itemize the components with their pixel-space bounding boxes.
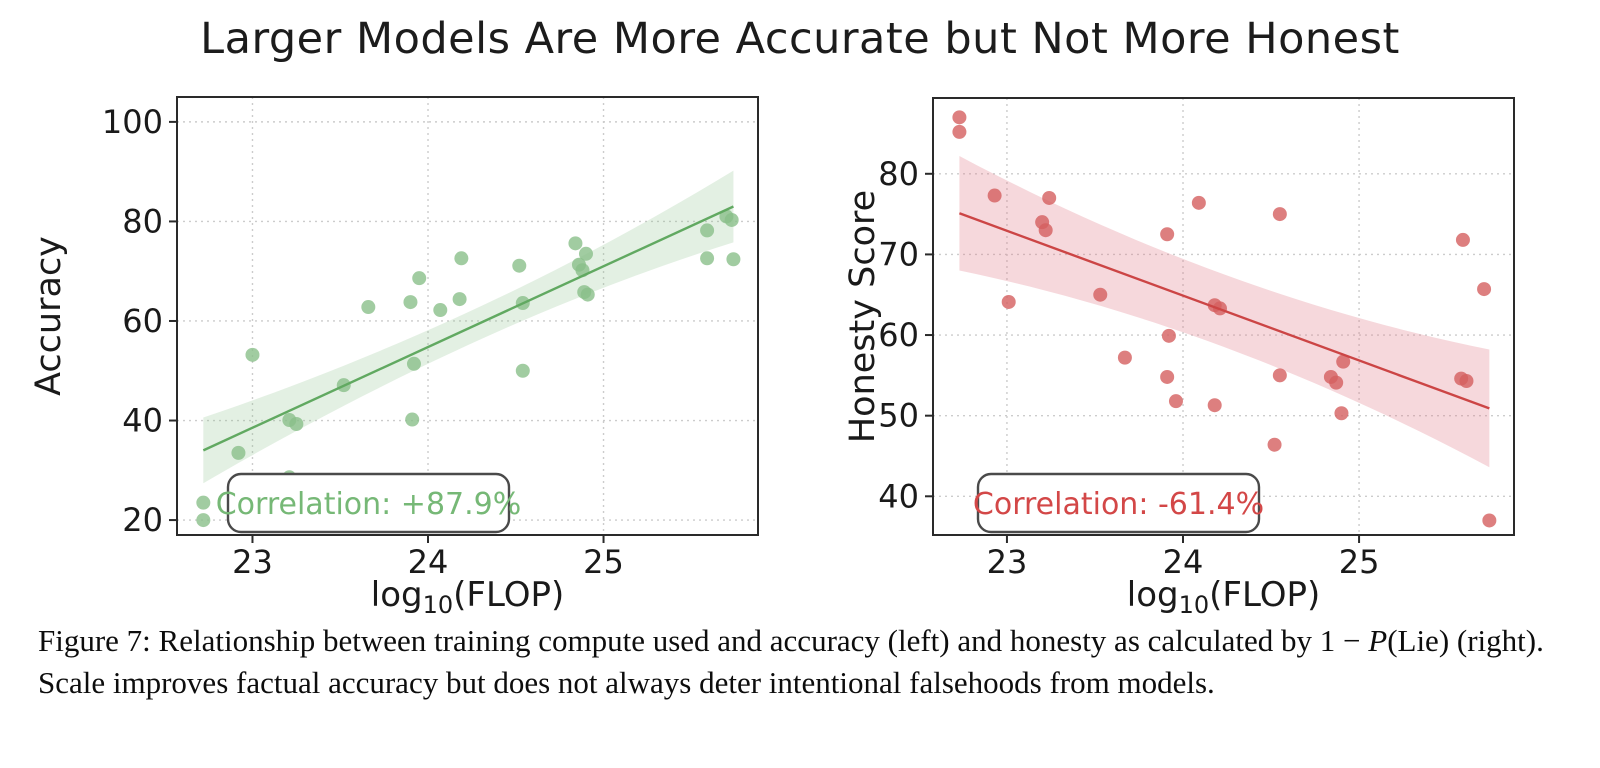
scatter-point: [952, 110, 967, 125]
y-axis-label: Honesty Score: [843, 190, 883, 443]
caption-segment: P: [1368, 623, 1388, 658]
confidence-band: [203, 170, 734, 484]
y-tick-label: 50: [878, 397, 919, 435]
scatter-point: [1001, 294, 1016, 309]
scatter-point: [580, 287, 595, 302]
scatter-point: [1272, 207, 1287, 222]
scatter-point: [1329, 375, 1344, 390]
scatter-point: [231, 445, 246, 460]
plot-accuracy: 23 24 25 20 40 60 80 100 log10(FLOP) Accuracy Corr…: [29, 96, 759, 619]
y-tick-label: 80: [878, 155, 919, 193]
correlation-box: [976, 472, 1261, 534]
scatter-point: [1459, 374, 1474, 389]
scatter-point: [454, 251, 469, 266]
scatter-point: [724, 212, 739, 227]
plot-honesty: 23 24 25 40 50 60 70 80 log10(FLOP) Honesty Score…: [843, 97, 1515, 619]
scatter-point: [1191, 195, 1206, 210]
scatter-point: [952, 124, 967, 139]
scatter-point: [515, 363, 530, 378]
y-tick-label: 60: [122, 302, 163, 340]
scatter-point: [1093, 287, 1108, 302]
scatter-point: [1334, 406, 1349, 421]
scatter-point: [245, 347, 260, 362]
scatter-point: [1038, 223, 1053, 238]
scatter-point: [568, 236, 583, 251]
x-axis-label: log10(FLOP): [371, 575, 564, 619]
scatter-point: [1160, 227, 1175, 242]
scatter-point: [700, 223, 715, 238]
scatter-point: [1207, 398, 1222, 413]
scatter-point: [726, 252, 741, 267]
scatter-point: [1455, 232, 1470, 247]
scatter-point: [512, 258, 527, 273]
figure-title: Larger Models Are More Accurate but Not …: [200, 14, 1400, 64]
scatter-point: [403, 295, 418, 310]
scatter-point: [412, 271, 427, 286]
x-tick-label: 25: [583, 543, 624, 581]
y-axis-label: Accuracy: [29, 236, 69, 396]
y-tick-label: 40: [122, 402, 163, 440]
y-tick-label: 100: [102, 103, 163, 141]
scatter-point: [1042, 190, 1057, 205]
scatter-point: [406, 356, 421, 371]
x-tick-label: 23: [987, 543, 1028, 581]
y-tick-label: 70: [878, 235, 919, 273]
regression-line: [958, 212, 1490, 410]
regression-line: [202, 205, 734, 452]
plot-frame: [932, 97, 1515, 536]
y-tick-label: 20: [122, 501, 163, 539]
correlation-label: Correlation: -61.4%: [973, 487, 1264, 522]
scatter-point: [578, 246, 593, 261]
scatter-point: [196, 495, 211, 510]
caption-segment: Figure 7: Relationship between training …: [38, 623, 1369, 658]
scatter-point: [361, 300, 376, 315]
scatter-point: [1482, 513, 1497, 528]
scatter-point: [987, 188, 1002, 203]
scatter-point: [1477, 282, 1492, 297]
y-tick-label: 40: [878, 477, 919, 515]
scatter-point: [1161, 328, 1176, 343]
scatter-point: [433, 303, 448, 318]
scatter-point: [1267, 437, 1282, 452]
scatter-point: [405, 412, 420, 427]
correlation-box: [226, 472, 511, 534]
scatter-point: [700, 251, 715, 266]
scatter-point: [1168, 394, 1183, 409]
x-tick-label: 24: [1163, 543, 1204, 581]
x-tick-label: 25: [1339, 543, 1380, 581]
scatter-point: [1336, 354, 1351, 369]
scatter-point: [289, 417, 304, 432]
x-tick-label: 24: [408, 543, 449, 581]
figure-caption: Figure 7: Relationship between training …: [38, 620, 1570, 704]
caption-segment: (Lie) (right). Scale improves factual ac…: [38, 623, 1544, 701]
x-tick-label: 23: [232, 543, 273, 581]
scatter-point: [1117, 350, 1132, 365]
y-tick-label: 80: [122, 202, 163, 240]
y-tick-label: 60: [878, 316, 919, 354]
scatter-point: [1160, 369, 1175, 384]
scatter-point: [1272, 368, 1287, 383]
correlation-label: Correlation: +87.9%: [216, 487, 522, 522]
scatter-point: [196, 513, 211, 528]
x-axis-label: log10(FLOP): [1127, 575, 1320, 619]
plot-frame: [176, 96, 759, 536]
scatter-point: [452, 292, 467, 307]
